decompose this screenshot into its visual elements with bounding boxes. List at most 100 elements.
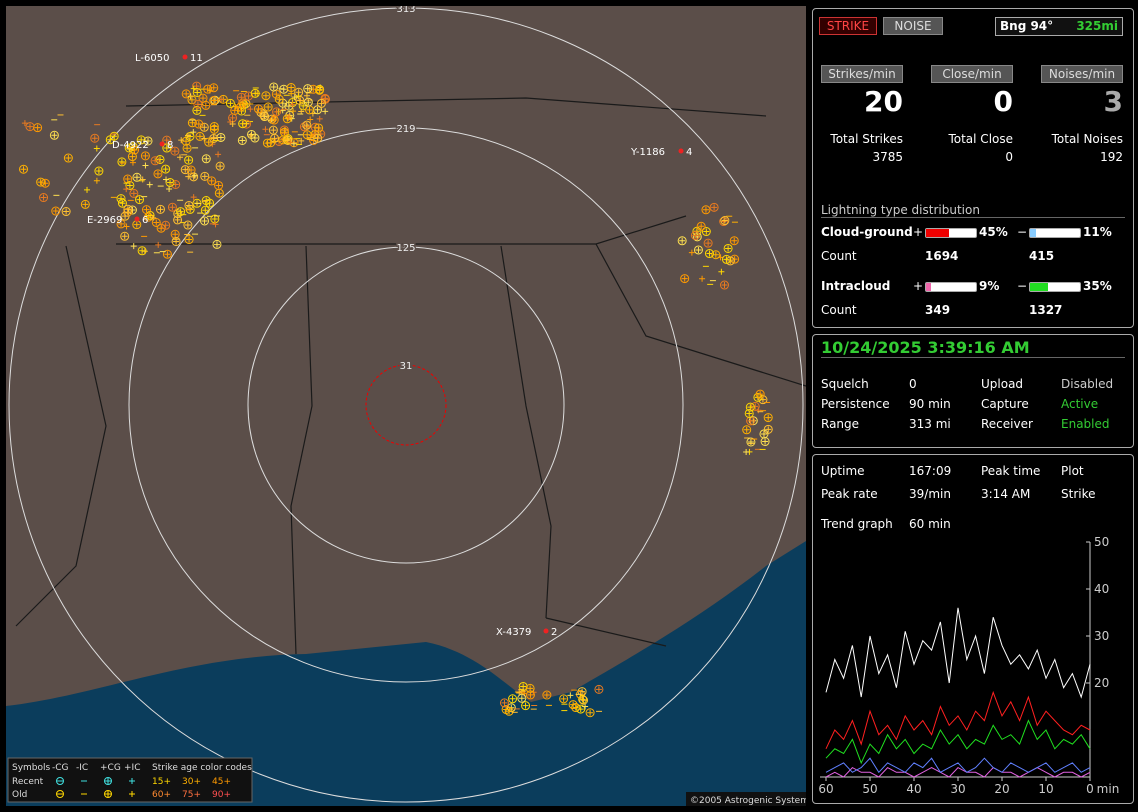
uptime-field: Uptime	[821, 464, 865, 478]
uptime-field: Peak time	[981, 464, 1041, 478]
sign: −	[1017, 279, 1028, 293]
strike-symbol	[517, 693, 527, 703]
setting: Disabled	[1061, 377, 1114, 391]
strike-symbol	[577, 706, 584, 713]
strike-symbol	[280, 136, 286, 143]
strike-symbol	[136, 196, 143, 203]
strike-symbol	[225, 98, 235, 108]
strike-symbol	[196, 133, 203, 140]
state-border	[290, 245, 313, 655]
strike-symbol	[190, 173, 197, 180]
strike-symbol	[212, 239, 222, 249]
strike-symbol	[145, 137, 152, 144]
strike-symbol	[677, 236, 687, 246]
uptime-field: 3:14 AM	[981, 487, 1031, 501]
strike-symbol	[157, 206, 164, 213]
state-border	[545, 617, 667, 647]
strike-symbol	[300, 102, 307, 109]
strike-symbol	[49, 130, 59, 140]
strike-symbol	[136, 135, 146, 145]
legend-column: -IC	[76, 763, 88, 773]
x-tick-label: 40	[906, 782, 921, 796]
strike-symbol	[578, 694, 588, 704]
strike-symbol	[120, 231, 130, 241]
strike-symbol	[211, 215, 218, 222]
strike-symbol	[322, 108, 329, 115]
percent: 45%	[979, 225, 1008, 239]
strike-symbol	[129, 188, 139, 198]
strike-symbol	[207, 176, 217, 186]
strike-symbol	[195, 121, 202, 128]
copyright: ©2005 Astrogenic Systems	[690, 796, 806, 806]
strike-symbol	[679, 237, 686, 244]
strike-symbol	[137, 246, 147, 256]
strike-symbol	[51, 132, 58, 139]
strike-symbol	[200, 171, 210, 181]
strike-symbol	[585, 708, 595, 718]
legend-age: 60+	[152, 790, 171, 800]
strike-symbol	[518, 681, 528, 691]
rate-label: Close/min	[931, 65, 1013, 83]
strike-symbol	[231, 107, 238, 114]
noise-button[interactable]: NOISE	[883, 17, 943, 35]
strike-symbol	[162, 143, 172, 153]
strike-symbol	[290, 108, 297, 115]
legend-age: 30+	[182, 777, 201, 787]
strike-symbol	[192, 87, 202, 97]
strike-symbol	[130, 243, 137, 250]
strike-symbol	[703, 228, 710, 235]
strike-symbol	[163, 145, 170, 152]
strike-symbol	[269, 82, 279, 92]
storm-icon	[182, 54, 188, 60]
strike-symbol	[291, 94, 298, 101]
strike-symbol	[189, 119, 196, 126]
strike-symbol	[213, 241, 220, 248]
strike-symbol	[215, 161, 225, 171]
trend-panel: Uptime 167:09 Peak time Plot Peak rate 39/min…	[812, 454, 1134, 804]
strike-symbol	[273, 108, 280, 115]
y-tick-label: 40	[1094, 582, 1109, 596]
strike-symbol	[123, 204, 133, 214]
strike-symbol	[215, 182, 222, 189]
storm-icon	[543, 628, 549, 634]
strike-symbol	[167, 179, 174, 186]
x-tick-label: 20	[994, 782, 1009, 796]
strike-symbol	[250, 88, 260, 98]
bar-fill	[926, 283, 931, 291]
setting: Upload	[981, 377, 1024, 391]
strike-symbol	[171, 180, 181, 190]
strike-symbol	[20, 166, 27, 173]
count: 1327	[1029, 303, 1063, 317]
strike-symbol	[731, 237, 738, 244]
strike-symbol	[259, 110, 269, 120]
strike-symbol	[185, 173, 192, 180]
count: 349	[925, 303, 951, 317]
strike-symbol	[173, 215, 183, 225]
strike-symbol	[693, 245, 703, 255]
strike-symbol	[36, 177, 46, 187]
strike-symbol	[721, 254, 731, 264]
bar-fill	[926, 229, 949, 237]
setting: 0	[909, 377, 917, 391]
strike-symbol	[192, 105, 202, 115]
strike-symbol	[316, 115, 323, 122]
strike-symbol	[703, 238, 713, 248]
strike-symbol	[146, 181, 153, 188]
trend-line	[825, 766, 1091, 778]
strike-symbol	[192, 81, 202, 91]
strike-button[interactable]: STRIKE	[819, 17, 877, 35]
storm-count: 2	[551, 627, 557, 638]
strike-symbol	[308, 132, 315, 139]
strike-symbol	[306, 106, 313, 113]
state-border	[125, 97, 767, 117]
strike-symbol	[118, 195, 125, 202]
strike-symbol	[124, 143, 134, 153]
strike-symbol	[147, 212, 154, 219]
setting: Active	[1061, 397, 1099, 411]
total-label: Total Close	[948, 132, 1013, 146]
strike-symbol	[93, 145, 100, 152]
strike-symbol	[719, 217, 729, 227]
strike-symbol	[595, 686, 602, 693]
legend-title: Symbols	[12, 763, 51, 773]
strike-symbol	[229, 114, 236, 121]
